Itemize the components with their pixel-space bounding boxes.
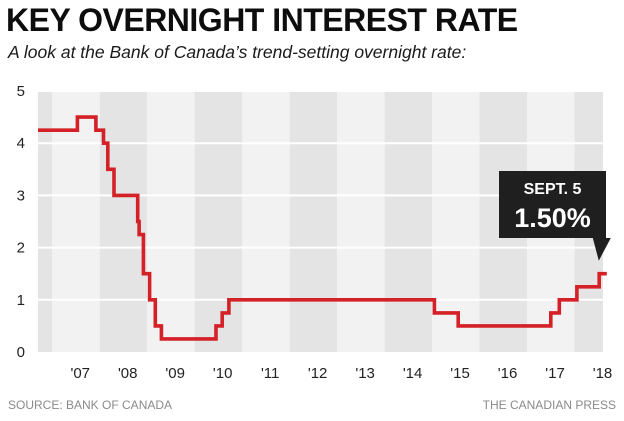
year-band bbox=[194, 91, 243, 352]
y-tick-label: 3 bbox=[17, 187, 25, 204]
x-tick-label: '10 bbox=[213, 365, 233, 382]
y-tick-label: 1 bbox=[17, 292, 25, 309]
callout-value-label: 1.50% bbox=[514, 203, 591, 233]
year-band bbox=[52, 91, 100, 352]
x-tick-label: '14 bbox=[403, 365, 423, 382]
x-tick-label: '07 bbox=[70, 365, 90, 382]
year-band bbox=[242, 91, 290, 352]
chart-subtitle: A look at the Bank of Canada’s trend-set… bbox=[8, 42, 467, 62]
y-tick-label: 0 bbox=[17, 344, 25, 361]
source-note: SOURCE: BANK OF CANADA bbox=[8, 398, 173, 412]
callout-box bbox=[499, 171, 611, 261]
x-tick-label: '16 bbox=[498, 365, 518, 382]
year-band bbox=[337, 91, 385, 352]
x-tick-label: '15 bbox=[450, 365, 470, 382]
series-line-overnight-rate bbox=[38, 115, 607, 341]
x-tick-label: '12 bbox=[308, 365, 328, 382]
year-band bbox=[38, 91, 53, 352]
year-band bbox=[432, 91, 480, 352]
x-tick-label: '11 bbox=[261, 365, 279, 382]
x-tick-label: '18 bbox=[593, 365, 613, 382]
x-tick-label: '13 bbox=[355, 365, 375, 382]
y-tick-label: 2 bbox=[17, 240, 25, 257]
year-band bbox=[289, 91, 338, 352]
callout-date-label: SEPT. 5 bbox=[524, 181, 582, 198]
credit-note: THE CANADIAN PRESS bbox=[482, 398, 616, 412]
x-tick-label: '08 bbox=[118, 365, 138, 382]
y-tick-label: 5 bbox=[17, 83, 25, 100]
year-band bbox=[384, 91, 433, 352]
x-tick-label: '09 bbox=[165, 365, 185, 382]
y-tick-label: 4 bbox=[17, 135, 25, 152]
x-tick-label: '17 bbox=[545, 365, 565, 382]
chart-title: KEY OVERNIGHT INTEREST RATE bbox=[6, 2, 518, 38]
